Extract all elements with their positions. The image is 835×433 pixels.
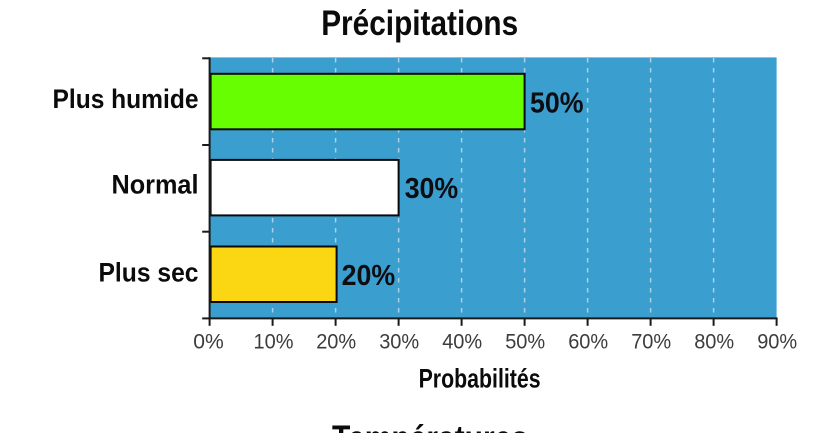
svg-text:70%: 70% xyxy=(631,329,671,353)
svg-text:Normal: Normal xyxy=(112,169,199,199)
svg-text:0%: 0% xyxy=(193,329,224,353)
svg-text:90%: 90% xyxy=(757,329,797,353)
svg-text:20%: 20% xyxy=(316,329,356,353)
svg-text:80%: 80% xyxy=(694,329,734,353)
svg-text:60%: 60% xyxy=(568,329,608,353)
svg-text:Précipitations: Précipitations xyxy=(321,4,518,43)
svg-text:30%: 30% xyxy=(405,173,459,205)
svg-text:Probabilités: Probabilités xyxy=(419,364,541,394)
svg-text:Températures: Températures xyxy=(332,419,528,433)
svg-text:50%: 50% xyxy=(505,329,545,353)
svg-text:10%: 10% xyxy=(254,329,294,353)
svg-text:Plus sec: Plus sec xyxy=(99,258,199,288)
svg-text:50%: 50% xyxy=(530,87,584,119)
svg-text:40%: 40% xyxy=(442,329,482,353)
svg-text:Plus humide: Plus humide xyxy=(53,84,199,114)
svg-text:20%: 20% xyxy=(342,260,396,292)
svg-text:30%: 30% xyxy=(379,329,419,353)
